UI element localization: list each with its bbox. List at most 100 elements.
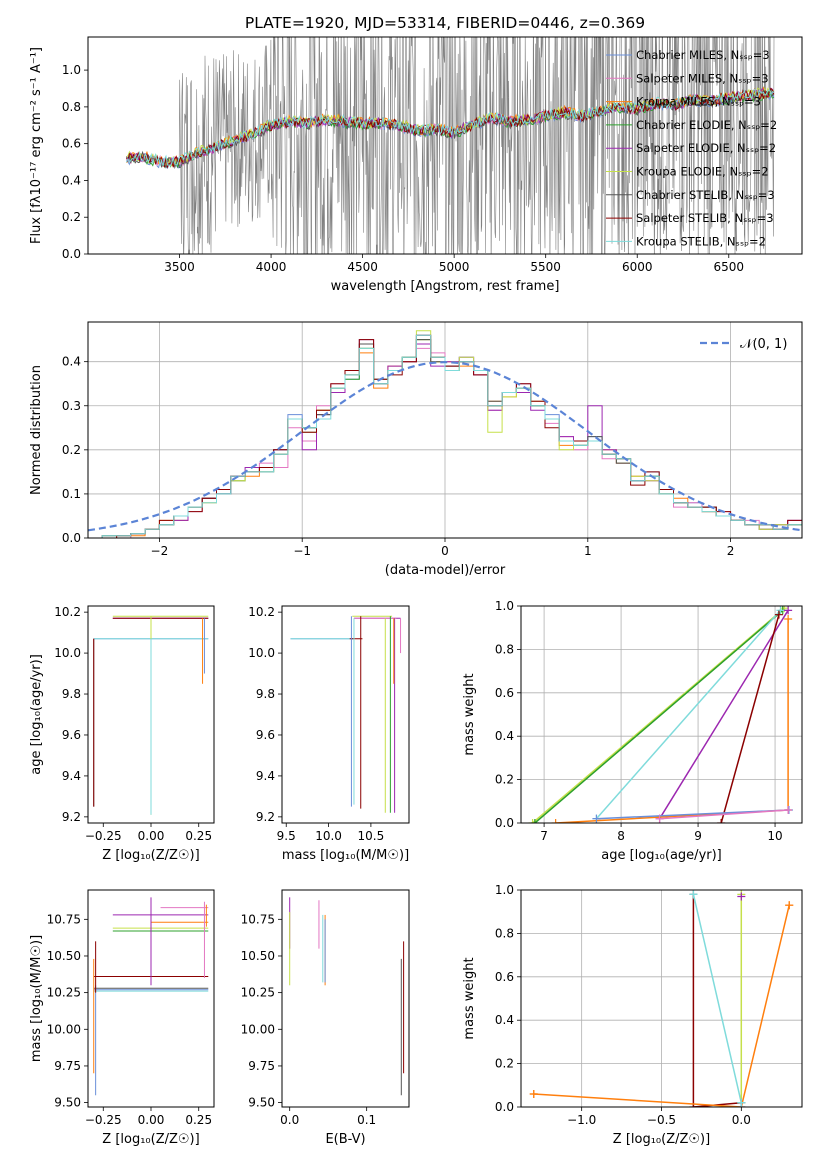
weight-series — [692, 894, 742, 1107]
y-tick-label: 9.6 — [62, 728, 81, 742]
spectrum-plot-area — [125, 37, 775, 254]
weight-series — [532, 607, 785, 823]
weight-marker — [717, 819, 726, 823]
x-axis-label: Z [log₁₀(Z/Z☉)] — [613, 1132, 710, 1147]
x-axis-label: E(B-V) — [325, 1132, 365, 1147]
y-tick-label: 10.2 — [54, 605, 81, 619]
y-tick-label: 9.4 — [256, 769, 275, 783]
y-tick-label: 0.3 — [62, 399, 81, 413]
y-tick-label: 0.8 — [62, 100, 81, 114]
mass-vs-ebv-frame — [281, 889, 410, 1108]
y-axis-label: mass weight — [462, 957, 477, 1039]
legend-label: Salpeter STELIB, Nₛₛₚ=3 — [636, 211, 774, 225]
x-tick-label: 0 — [441, 544, 449, 558]
legend-label: Kroupa MILES, Nₛₛₚ=3 — [636, 95, 761, 109]
y-tick-label: 10.25 — [241, 986, 275, 1000]
weight-marker — [784, 615, 793, 624]
x-axis-label: Z [log₁₀(Z/Z☉)] — [102, 848, 199, 863]
legend-label: Salpeter MILES, Nₛₛₚ=3 — [636, 71, 769, 85]
y-tick-label: 0.8 — [495, 642, 514, 656]
legend-label: 𝒩(0, 1) — [740, 337, 787, 352]
weight-marker — [530, 819, 539, 823]
y-axis-label: mass [log₁₀(M/M☉)] — [29, 935, 44, 1062]
y-tick-label: 10.00 — [241, 1022, 275, 1036]
spectrum-frame — [87, 36, 803, 255]
weight-marker — [737, 1098, 746, 1107]
y-tick-label: 0.6 — [495, 970, 514, 984]
weight-series — [595, 609, 781, 820]
y-tick-label: 0.0 — [62, 247, 81, 261]
y-tick-label: 10.50 — [241, 949, 275, 963]
y-axis-label: age [log₁₀(age/yr)] — [29, 654, 44, 775]
chart-layer: 3500 4000 4500 5000 5500 6000 6500 0.0 0.2 0.4 0.6… — [29, 36, 803, 1147]
y-tick-label: 9.8 — [62, 687, 81, 701]
x-axis-label: age [log₁₀(age/yr)] — [601, 848, 722, 863]
age-vs-mass-frame — [281, 605, 410, 824]
y-tick-label: 10.0 — [248, 646, 275, 660]
y-tick-label: 0.1 — [62, 487, 81, 501]
y-axis-label: mass weight — [462, 673, 477, 755]
y-tick-label: 10.0 — [54, 646, 81, 660]
residuals-plot-area — [88, 322, 802, 538]
mass-weight-vs-z-plot-area — [521, 890, 802, 1107]
x-tick-label: 0.0 — [280, 1113, 299, 1127]
y-tick-label: 1.0 — [62, 63, 81, 77]
x-tick-label: 0.1 — [357, 1113, 376, 1127]
y-tick-label: 0.4 — [62, 173, 81, 187]
x-tick-label: 10.5 — [358, 829, 385, 843]
y-tick-label: 0.0 — [495, 1100, 514, 1114]
legend-label: Kroupa ELODIE, Nₛₛₚ=2 — [636, 165, 769, 179]
x-tick-label: 10 — [767, 829, 782, 843]
x-axis-label: (data-model)/error — [385, 563, 506, 578]
figure-title: PLATE=1920, MJD=53314, FIBERID=0446, z=0… — [245, 14, 645, 32]
weight-marker — [737, 892, 746, 901]
y-tick-label: 1.0 — [495, 599, 514, 613]
mass-weight-vs-age-frame — [520, 605, 803, 824]
y-tick-label: 10.2 — [248, 605, 275, 619]
x-tick-label: 10.0 — [315, 829, 342, 843]
y-tick-label: 10.50 — [47, 949, 81, 963]
y-axis-label: Flux [fλ10⁻¹⁷ erg cm⁻² s⁻¹ A⁻¹] — [29, 47, 44, 244]
y-tick-label: 9.2 — [256, 810, 275, 824]
x-tick-label: −1 — [293, 544, 311, 558]
x-tick-label: 4000 — [256, 260, 287, 274]
y-tick-label: 9.75 — [54, 1059, 81, 1073]
y-tick-label: 9.50 — [248, 1096, 275, 1110]
weight-marker — [655, 814, 664, 823]
x-tick-label: −0.25 — [85, 1113, 122, 1127]
y-tick-label: 0.6 — [495, 686, 514, 700]
y-axis-label: Normed distribution — [29, 365, 44, 495]
weight-marker — [528, 819, 537, 823]
legend-label: Chabrier MILES, Nₛₛₚ=3 — [636, 48, 770, 62]
histogram-series — [88, 334, 802, 538]
legend-label: Chabrier ELODIE, Nₛₛₚ=2 — [636, 118, 777, 132]
y-tick-label: 0.4 — [495, 729, 514, 743]
y-tick-label: 0.4 — [62, 355, 81, 369]
y-tick-label: 10.75 — [241, 912, 275, 926]
age-vs-mass-plot-area — [290, 615, 402, 813]
x-tick-label: 5500 — [530, 260, 561, 274]
y-tick-label: 9.6 — [256, 728, 275, 742]
x-tick-label: 8 — [617, 829, 625, 843]
mass-vs-ebv-plot-area — [289, 897, 405, 1096]
x-tick-label: 3500 — [164, 260, 195, 274]
x-tick-label: 0.25 — [185, 1113, 212, 1127]
age-vs-z-plot-area — [93, 615, 209, 815]
weight-marker — [529, 1089, 538, 1098]
y-tick-label: 0.6 — [62, 137, 81, 151]
y-tick-label: 9.50 — [54, 1096, 81, 1110]
x-tick-label: 9 — [694, 829, 702, 843]
x-tick-label: 6500 — [713, 260, 744, 274]
weight-marker — [689, 890, 698, 899]
x-tick-label: −0.5 — [647, 1113, 676, 1127]
x-axis-label: mass [log₁₀(M/M☉)] — [282, 848, 409, 863]
x-tick-label: 1 — [584, 544, 592, 558]
weight-marker — [784, 805, 793, 814]
x-tick-label: 5000 — [439, 260, 470, 274]
weight-marker — [784, 606, 793, 615]
y-tick-label: 9.8 — [256, 687, 275, 701]
weight-series — [534, 609, 784, 823]
mass-vs-z-plot-area — [93, 897, 209, 1096]
y-tick-label: 0.0 — [62, 531, 81, 545]
